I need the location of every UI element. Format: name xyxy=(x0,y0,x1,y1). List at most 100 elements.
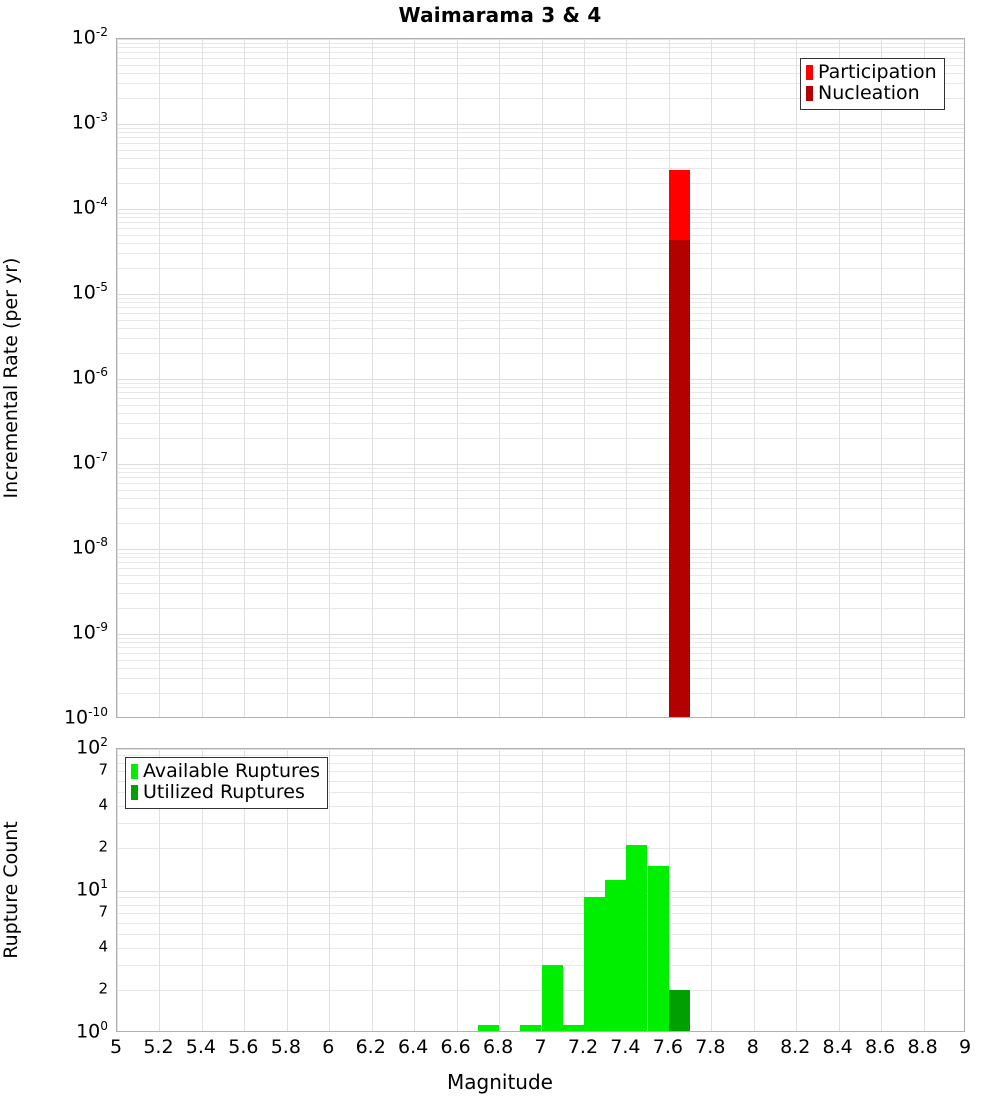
bottom-y-axis-title: Rupture Count xyxy=(0,821,22,959)
top-vgridline xyxy=(414,39,415,717)
top-gridline xyxy=(117,353,964,354)
bottom-bar xyxy=(626,845,647,1031)
top-gridline xyxy=(117,65,964,66)
x-tick: 7.8 xyxy=(695,1036,726,1058)
bottom-vgridline xyxy=(542,749,543,1031)
top-gridline xyxy=(117,387,964,388)
top-vgridline xyxy=(584,39,585,717)
top-y-tick: 10-9 xyxy=(71,620,108,644)
top-gridline xyxy=(117,438,964,439)
top-gridline xyxy=(117,608,964,609)
x-tick: 8.8 xyxy=(907,1036,938,1058)
top-gridline xyxy=(117,379,964,380)
legend-label: Participation xyxy=(818,61,937,83)
top-gridline xyxy=(117,398,964,399)
bottom-bar xyxy=(648,866,669,1031)
legend-item[interactable]: Participation xyxy=(806,61,937,83)
bottom-y-tick: 7 xyxy=(98,760,108,779)
chart-title: Waimarama 3 & 4 xyxy=(398,3,602,27)
top-y-tick: 10-4 xyxy=(71,195,108,219)
legend-item[interactable]: Nucleation xyxy=(806,82,937,104)
bottom-gridline xyxy=(117,891,964,892)
top-gridline xyxy=(117,313,964,314)
top-gridline xyxy=(117,553,964,554)
top-gridline xyxy=(117,222,964,223)
top-gridline xyxy=(117,575,964,576)
x-tick: 6.2 xyxy=(355,1036,386,1058)
top-gridline xyxy=(117,150,964,151)
bottom-bar xyxy=(605,880,626,1031)
x-tick: 9 xyxy=(958,1036,972,1058)
x-tick: 5.6 xyxy=(228,1036,259,1058)
top-gridline xyxy=(117,43,964,44)
bottom-vgridline xyxy=(796,749,797,1031)
top-vgridline xyxy=(202,39,203,717)
top-gridline xyxy=(117,549,964,550)
legend-item[interactable]: Available Ruptures xyxy=(131,760,320,782)
x-tick: 5.2 xyxy=(143,1036,174,1058)
bottom-bar xyxy=(584,897,605,1031)
top-bar xyxy=(669,240,690,717)
bottom-gridline xyxy=(117,792,964,793)
top-gridline xyxy=(117,302,964,303)
bottom-y-tick: 4 xyxy=(98,795,108,813)
x-tick: 5.4 xyxy=(185,1036,216,1058)
top-gridline xyxy=(117,490,964,491)
bottom-vgridline xyxy=(159,749,160,1031)
top-gridline xyxy=(117,158,964,159)
top-gridline xyxy=(117,642,964,643)
top-gridline xyxy=(117,568,964,569)
bottom-vgridline xyxy=(839,749,840,1031)
top-gridline xyxy=(117,213,964,214)
x-tick: 7.2 xyxy=(567,1036,599,1058)
top-gridline xyxy=(117,235,964,236)
bottom-gridline xyxy=(117,755,964,756)
bottom-bar xyxy=(542,965,563,1031)
top-gridline xyxy=(117,508,964,509)
bottom-y-tick: 102 xyxy=(76,735,108,759)
x-tick: 8.4 xyxy=(822,1036,853,1058)
bottom-gridline xyxy=(117,823,964,824)
top-y-tick: 10-7 xyxy=(71,450,108,474)
x-tick: 6.8 xyxy=(482,1036,514,1058)
top-legend[interactable]: Participation Nucleation xyxy=(800,58,945,110)
top-gridline xyxy=(117,338,964,339)
legend-swatch-icon xyxy=(131,764,138,780)
bottom-y-tick: 100 xyxy=(76,1019,108,1043)
top-gridline xyxy=(117,668,964,669)
top-vgridline xyxy=(329,39,330,717)
bottom-vgridline xyxy=(372,749,373,1031)
bottom-vgridline xyxy=(244,749,245,1031)
bottom-vgridline xyxy=(499,749,500,1031)
top-gridline xyxy=(117,562,964,563)
top-gridline xyxy=(117,660,964,661)
top-gridline xyxy=(117,557,964,558)
x-tick: 8.6 xyxy=(864,1036,896,1058)
bottom-legend[interactable]: Available Ruptures Utilized Ruptures xyxy=(125,757,328,809)
bottom-gridline xyxy=(117,923,964,924)
top-gridline xyxy=(117,137,964,138)
top-plot-area xyxy=(116,38,965,718)
bottom-bar xyxy=(669,990,690,1031)
top-vgridline xyxy=(244,39,245,717)
top-gridline xyxy=(117,73,964,74)
top-gridline xyxy=(117,228,964,229)
bottom-bar xyxy=(520,1025,541,1031)
bottom-bar xyxy=(563,1025,584,1031)
top-vgridline xyxy=(924,39,925,717)
top-gridline xyxy=(117,243,964,244)
bottom-gridline xyxy=(117,806,964,807)
bottom-gridline xyxy=(117,913,964,914)
bottom-vgridline xyxy=(457,749,458,1031)
top-vgridline xyxy=(117,39,118,717)
legend-item[interactable]: Utilized Ruptures xyxy=(131,781,320,803)
top-gridline xyxy=(117,98,964,99)
top-vgridline xyxy=(626,39,627,717)
bottom-gridline xyxy=(117,905,964,906)
top-gridline xyxy=(117,328,964,329)
bottom-vgridline xyxy=(584,749,585,1031)
top-gridline xyxy=(117,383,964,384)
top-gridline xyxy=(117,647,964,648)
top-gridline xyxy=(117,477,964,478)
bottom-gridline xyxy=(117,781,964,782)
